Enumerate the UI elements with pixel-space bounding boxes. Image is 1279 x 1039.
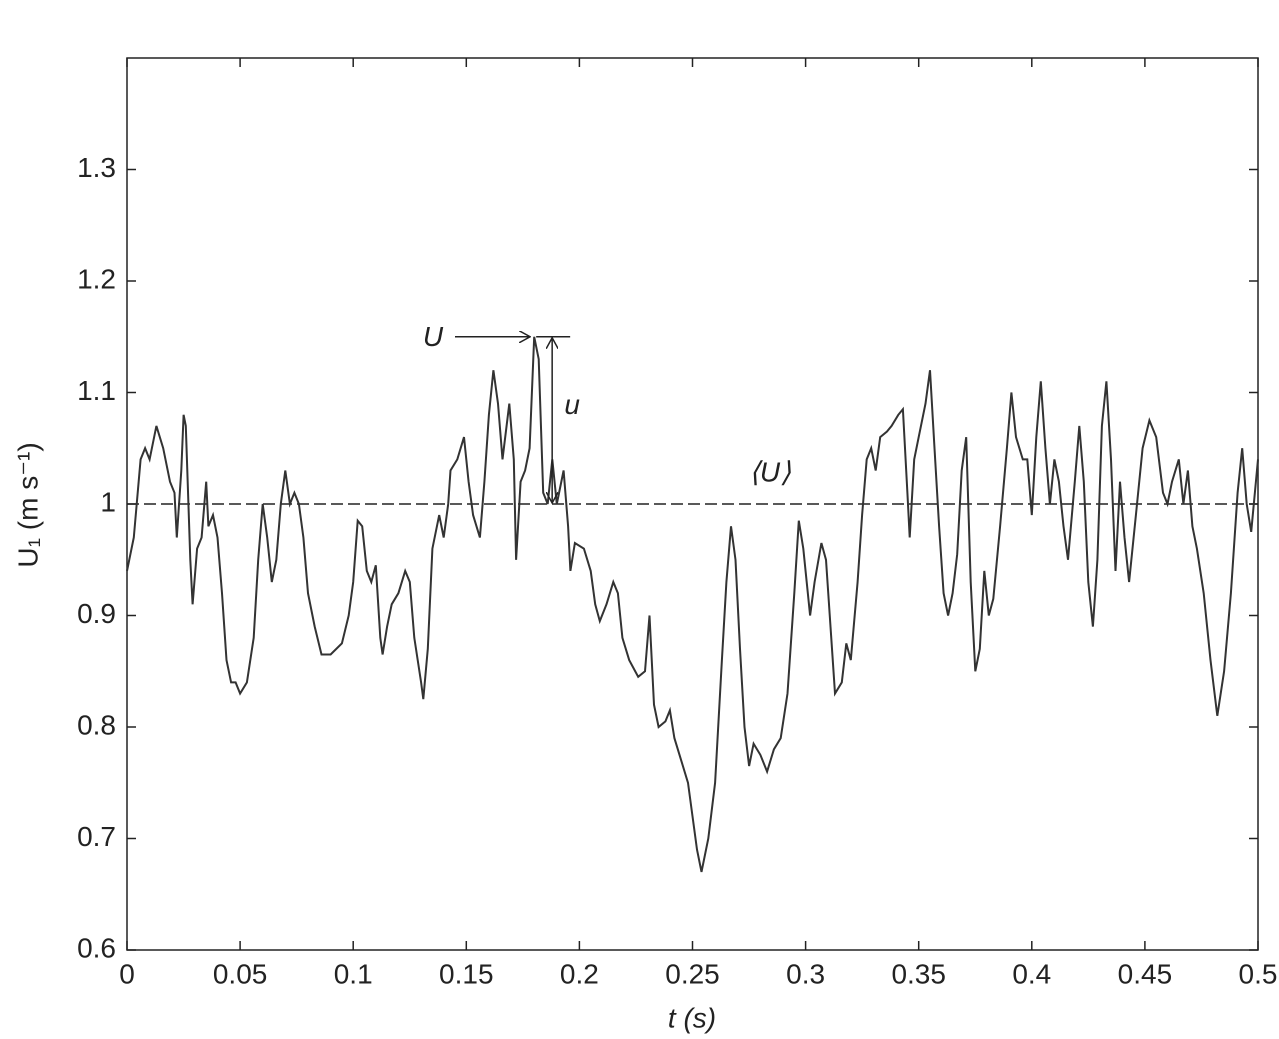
x-tick-label: 0.4	[1012, 958, 1051, 989]
annotation: u	[564, 389, 580, 420]
x-tick-label: 0.1	[334, 958, 373, 989]
x-tick-label: 0	[119, 958, 135, 989]
x-tick-label: 0.3	[786, 958, 825, 989]
x-tick-label: 0.35	[891, 958, 946, 989]
y-tick-label: 1.2	[77, 263, 116, 294]
y-tick-label: 0.7	[77, 821, 116, 852]
x-tick-label: 0.45	[1118, 958, 1173, 989]
y-axis-label: U₁ (m s⁻¹)	[12, 442, 43, 567]
y-tick-label: 0.9	[77, 598, 116, 629]
x-tick-label: 0.15	[439, 958, 494, 989]
y-tick-label: 1.1	[77, 375, 116, 406]
y-tick-label: 0.8	[77, 709, 116, 740]
x-axis-label: t (s)	[668, 1002, 716, 1033]
x-tick-label: 0.5	[1239, 958, 1278, 989]
annotation: U	[423, 321, 444, 352]
series-line	[126, 336, 1259, 873]
y-tick-label: 1.3	[77, 152, 116, 183]
y-tick-label: 0.6	[77, 932, 116, 963]
x-tick-label: 0.25	[665, 958, 720, 989]
annotation: ⟨U⟩	[749, 456, 791, 487]
y-tick-label: 1	[100, 486, 116, 517]
x-tick-label: 0.05	[213, 958, 268, 989]
x-tick-label: 0.2	[560, 958, 599, 989]
